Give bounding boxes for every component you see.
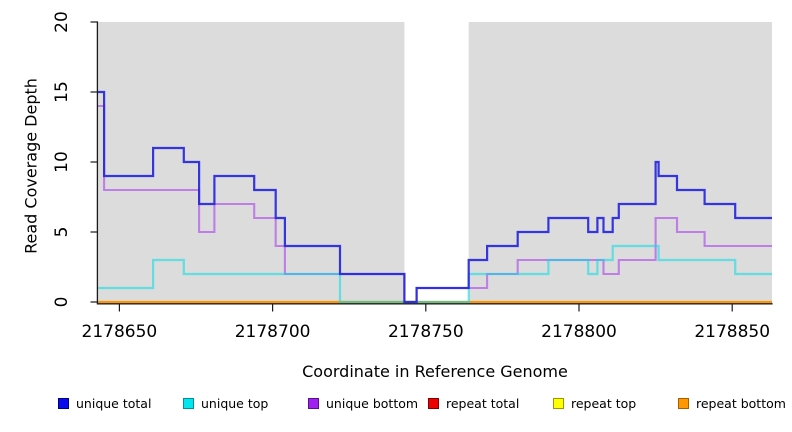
legend-marker-repeat-top-icon	[553, 398, 564, 409]
x-tick-label: 2178650	[82, 322, 158, 342]
y-tick-label: 15	[52, 81, 72, 103]
legend-item-repeat-top: repeat top	[553, 397, 636, 410]
y-tick-label: 5	[52, 227, 72, 238]
axes: 2178650 2178700 2178750 2178800 2178850 0 5 10 1…	[52, 11, 773, 342]
y-tick-label: 10	[52, 151, 72, 173]
legend-item-unique-top: unique top	[183, 397, 268, 410]
legend-label-unique-top: unique top	[201, 396, 269, 411]
legend-label-unique-bottom: unique bottom	[326, 396, 419, 411]
x-tick-label: 2178800	[541, 322, 617, 342]
legend-item-unique-total: unique total	[58, 397, 151, 410]
legend-marker-unique-top-icon	[183, 398, 194, 409]
unshaded-gap-region	[404, 22, 469, 304]
series-line-unique-total	[98, 90, 772, 304]
legend-marker-repeat-bottom-icon	[678, 398, 689, 409]
x-tick-label: 2178750	[388, 322, 464, 342]
y-tick-label: 20	[52, 11, 72, 33]
legend-label-unique-total: unique total	[76, 396, 152, 411]
y-tick-label: 0	[52, 297, 72, 308]
y-axis-title: Read Coverage Depth	[22, 78, 41, 254]
legend-marker-unique-total-icon	[58, 398, 69, 409]
series-line-unique-top	[98, 244, 772, 304]
legend-item-repeat-bottom: repeat bottom	[678, 397, 786, 410]
x-tick-label: 2178850	[694, 322, 770, 342]
x-axis-title: Coordinate in Reference Genome	[302, 362, 568, 381]
legend-label-repeat-total: repeat total	[446, 396, 520, 411]
legend-marker-repeat-total-icon	[428, 398, 439, 409]
legend-marker-unique-bottom-icon	[308, 398, 319, 409]
legend-item-repeat-total: repeat total	[428, 397, 519, 410]
legend-label-repeat-bottom: repeat bottom	[696, 396, 786, 411]
legend-item-unique-bottom: unique bottom	[308, 397, 418, 410]
x-tick-label: 2178700	[235, 322, 311, 342]
legend-label-repeat-top: repeat top	[571, 396, 637, 411]
series-lines	[98, 90, 772, 304]
